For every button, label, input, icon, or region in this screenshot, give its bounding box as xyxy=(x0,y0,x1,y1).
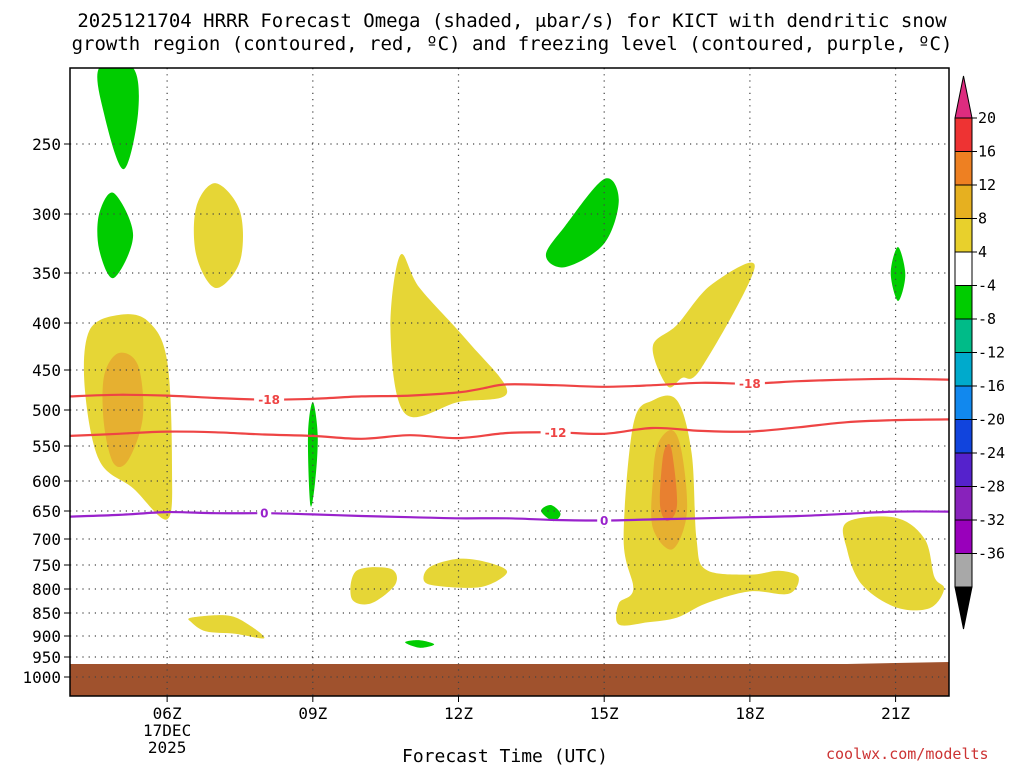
chart-title-line-1: 2025121704 HRRR Forecast Omega (shaded, … xyxy=(77,10,947,32)
colorbar-segment-0 xyxy=(954,117,973,152)
colorbar-segment-3 xyxy=(954,218,973,253)
colorbar-label-13: -36 xyxy=(978,545,1005,563)
omega-region-18 xyxy=(890,246,906,302)
y-tick-label-750: 750 xyxy=(32,556,61,575)
x-tick-label-21Z: 21Z xyxy=(881,704,910,723)
colorbar-segment-8 xyxy=(954,385,973,420)
y-tick-label-550: 550 xyxy=(32,437,61,456)
y-tick-label-700: 700 xyxy=(32,530,61,549)
colorbar-label-8: -16 xyxy=(978,377,1005,395)
y-tick-label-900: 900 xyxy=(32,627,61,646)
omega-region-14 xyxy=(545,178,619,268)
contour-line-1 xyxy=(70,418,949,440)
y-tick-label-650: 650 xyxy=(32,502,61,521)
omega-region-1 xyxy=(102,352,144,468)
omega-region-10 xyxy=(188,615,265,639)
colorbar-segment-9 xyxy=(954,419,973,454)
omega-region-8 xyxy=(350,567,397,605)
x-tick-label-15Z: 15Z xyxy=(590,704,619,723)
colorbar-label-9: -20 xyxy=(978,411,1005,429)
contour-label-0-0: -18 xyxy=(258,393,280,407)
contour-label-2-0: 0 xyxy=(260,507,268,521)
omega-region-3 xyxy=(390,253,508,418)
y-tick-label-450: 450 xyxy=(32,361,61,380)
y-tick-label-500: 500 xyxy=(32,401,61,420)
colorbar-segment-4 xyxy=(954,251,973,286)
ground-shading xyxy=(70,662,949,696)
contour-label-bg-1-0 xyxy=(540,425,571,440)
x-tick-year: 2025 xyxy=(148,738,187,757)
y-tick-label-1000: 1000 xyxy=(22,668,61,687)
colorbar-bottom-arrow xyxy=(954,586,973,630)
contour-label-2-1: 0 xyxy=(600,514,608,528)
y-tick-label-250: 250 xyxy=(32,135,61,154)
x-tick-label-06Z: 06Z xyxy=(153,704,182,723)
y-tick-label-950: 950 xyxy=(32,648,61,667)
contour-label-0-1: -18 xyxy=(739,377,761,391)
colorbar-segment-1 xyxy=(954,151,973,186)
omega-shaded-regions xyxy=(83,68,945,648)
omega-region-9 xyxy=(423,558,508,588)
temperature-contours: -18 -18 -12 0 0 xyxy=(70,376,949,528)
contour-line-2 xyxy=(70,510,949,522)
ground-layer xyxy=(70,662,949,696)
contour-label-bg-2-1 xyxy=(597,513,612,528)
plot-area xyxy=(70,68,949,696)
x-tick-label-18Z: 18Z xyxy=(735,704,764,723)
y-tick-label-800: 800 xyxy=(32,580,61,599)
omega-region-13 xyxy=(97,192,134,279)
colorbar-label-11: -28 xyxy=(978,478,1005,496)
colorbar-label-12: -32 xyxy=(978,511,1005,529)
omega-region-2 xyxy=(193,183,243,289)
y-tick-label-350: 350 xyxy=(32,264,61,283)
omega-region-15 xyxy=(307,402,318,507)
contour-label-bg-2-0 xyxy=(257,506,272,521)
y-tick-label-850: 850 xyxy=(32,604,61,623)
colorbar-segment-5 xyxy=(954,285,973,320)
y-tick-label-600: 600 xyxy=(32,472,61,491)
colorbar-label-5: -4 xyxy=(978,277,996,295)
colorbar-label-4: 4 xyxy=(978,243,987,261)
omega-region-16 xyxy=(541,504,561,522)
y-axis-pressure-ticks: 250 300 350 400 450 500 550 600 650 700 750 800 850 9… xyxy=(22,135,70,687)
colorbar-segment-11 xyxy=(954,486,973,521)
dotted-grid xyxy=(70,68,949,696)
colorbar-segment-2 xyxy=(954,184,973,219)
colorbar-segment-13 xyxy=(954,553,973,588)
colorbar-label-2: 12 xyxy=(978,176,996,194)
omega-region-12 xyxy=(97,68,139,170)
colorbar-segment-10 xyxy=(954,452,973,487)
colorbar-label-0: 20 xyxy=(978,109,996,127)
colorbar-segment-12 xyxy=(954,519,973,554)
plot-frame xyxy=(69,67,950,697)
x-tick-date: 17DEC xyxy=(143,721,191,740)
omega-region-4 xyxy=(652,262,755,388)
omega-region-11 xyxy=(842,516,945,611)
colorbar-top-arrow xyxy=(954,75,973,119)
contour-label-1-0: -12 xyxy=(545,426,567,440)
contour-line-0 xyxy=(70,377,949,401)
colorbar-label-6: -8 xyxy=(978,310,996,328)
x-axis-label: Forecast Time (UTC) xyxy=(402,746,608,767)
colorbar-segment-6 xyxy=(954,318,973,353)
x-tick-label-12Z: 12Z xyxy=(444,704,473,723)
contour-label-bg-0-0 xyxy=(254,392,285,407)
colorbar-label-7: -12 xyxy=(978,344,1005,362)
colorbar-segment-7 xyxy=(954,352,973,387)
y-tick-label-400: 400 xyxy=(32,314,61,333)
colorbar-label-3: 8 xyxy=(978,210,987,228)
chart-title-line-2: growth region (contoured, red, ºC) and f… xyxy=(71,33,953,55)
colorbar-label-10: -24 xyxy=(978,444,1005,462)
omega-region-7 xyxy=(659,443,678,522)
omega-region-17 xyxy=(405,640,435,648)
y-tick-label-300: 300 xyxy=(32,205,61,224)
x-tick-label-09Z: 09Z xyxy=(298,704,327,723)
site-credit: coolwx.com/modelts xyxy=(826,745,989,763)
colorbar-label-1: 16 xyxy=(978,143,996,161)
omega-colorbar: 20 16 12 8 4 -4 -8 -12 -16 -20 -24 -28 -32 -36 xyxy=(954,75,1005,630)
contour-label-bg-0-1 xyxy=(734,376,765,391)
